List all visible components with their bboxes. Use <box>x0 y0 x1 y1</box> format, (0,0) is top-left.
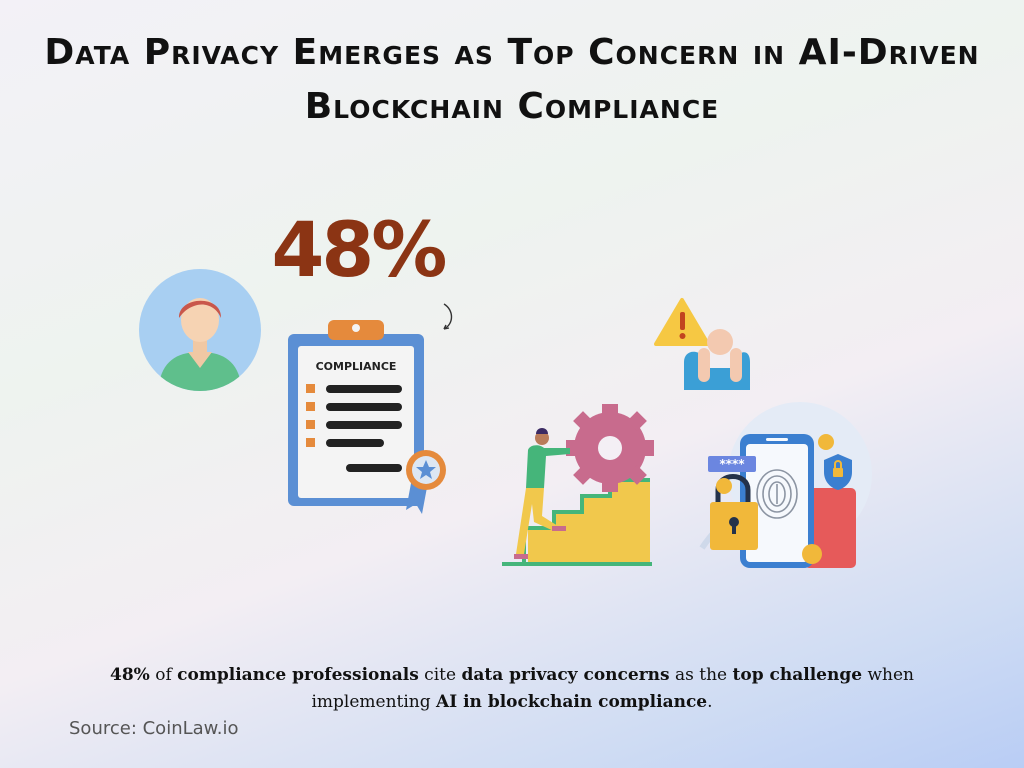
gear-stairs-illustration <box>502 404 654 566</box>
checklist <box>306 384 402 472</box>
caption-text: 48% of compliance professionals cite dat… <box>110 665 914 712</box>
curved-arrow-icon <box>443 303 453 330</box>
clipboard-icon: COMPLIANCE <box>288 320 446 514</box>
shield-icon <box>824 454 852 490</box>
fingerprint-icon <box>756 469 798 519</box>
svg-text:****: **** <box>719 457 745 471</box>
person-avatar-icon <box>139 269 261 391</box>
clipboard-label: COMPLIANCE <box>316 360 397 373</box>
climber-figure <box>514 428 570 559</box>
password-field-icon: **** <box>708 456 756 472</box>
stat-percentage: 48% <box>271 205 448 294</box>
badge-icon <box>406 450 446 514</box>
security-illustration: **** <box>699 402 872 568</box>
gear-icon <box>566 404 654 492</box>
warning-icon <box>654 298 750 390</box>
source-credit: Source: CoinLaw.io <box>69 718 239 739</box>
page-title: Data Privacy Emerges as Top Concern in A… <box>44 32 980 127</box>
coin-icon <box>716 434 834 564</box>
